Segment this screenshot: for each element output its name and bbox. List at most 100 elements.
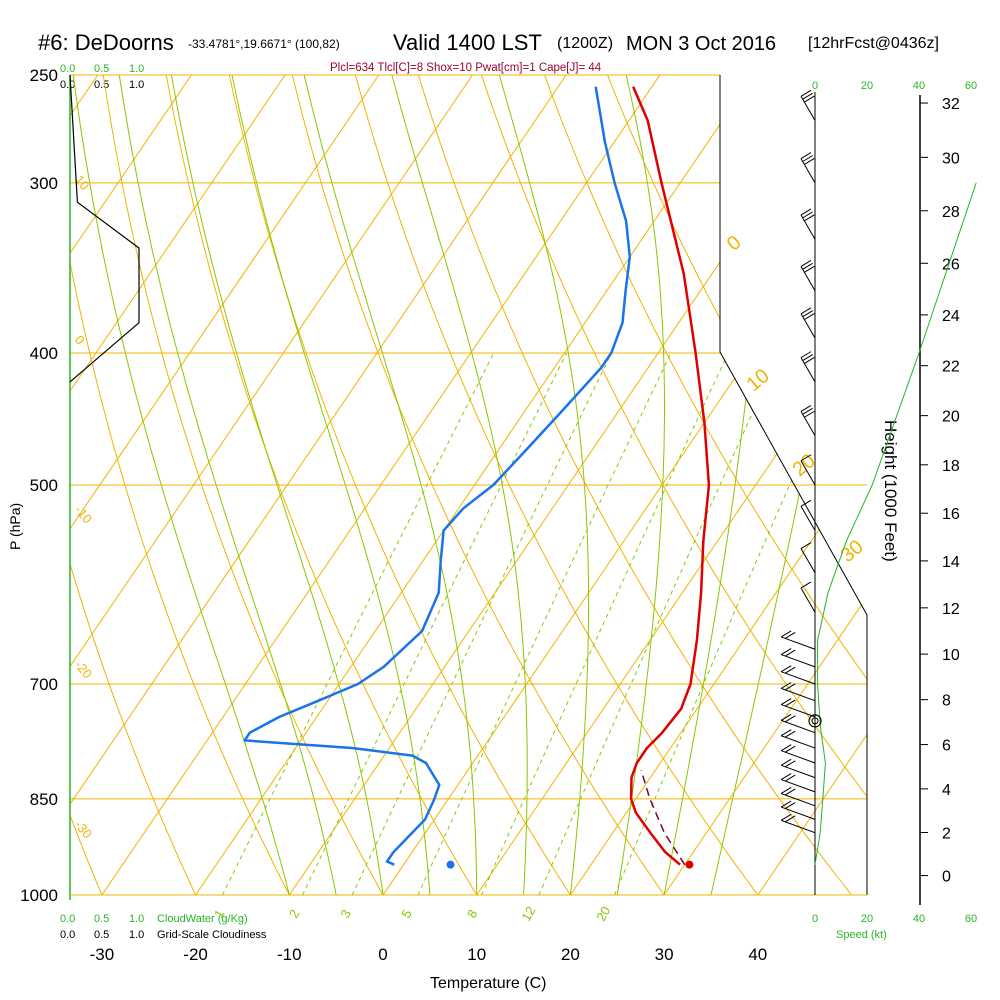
height-tick-label: 30 (942, 150, 960, 167)
cloudwater-tick-top-0: 0.0 (60, 63, 75, 75)
wind-barb-staff (800, 506, 816, 531)
moist-adiabat-line (118, 75, 337, 895)
height-tick-label: 8 (942, 693, 951, 710)
wind-barb-staff (781, 704, 816, 718)
cloudiness-line (69, 74, 140, 383)
height-tick-label: 16 (942, 506, 960, 523)
wind-barb-feather (804, 95, 815, 103)
cloudiness-profile (69, 74, 140, 383)
temperature-series-line (629, 86, 711, 866)
temperature-tick-label: 0 (378, 945, 387, 964)
height-axis-label: Height (1000 Feet) (881, 420, 900, 562)
wind-barb-feather (800, 260, 812, 267)
height-tick-label: 10 (942, 647, 960, 664)
wind-barb-feather (784, 760, 796, 768)
isotherm-line (757, 75, 867, 895)
temperature-tick-label: 20 (561, 945, 580, 964)
isotherm-label: -30 (72, 817, 96, 841)
height-tick-label: 0 (942, 869, 951, 886)
pressure-tick-label: 850 (30, 790, 58, 809)
isotherm-line (70, 75, 192, 895)
wind-barb-feather (800, 89, 812, 97)
wind-barb-feather (800, 499, 812, 507)
dry-adiabat-line (70, 75, 290, 895)
parcel-series-line (640, 770, 686, 866)
mixing-ratio-label: 3 (337, 907, 354, 921)
wind-barb-staff (781, 654, 816, 668)
isotherm-label: -10 (72, 502, 96, 526)
wind-barb-feather (784, 699, 796, 707)
valid-time: Valid 1400 LST (393, 30, 542, 55)
wind-barb-feather (804, 265, 815, 273)
dry-adiabat-line (473, 75, 867, 895)
wind-barb-staff (781, 750, 816, 764)
wind-barb-staff (781, 779, 816, 793)
adiabat-label: 30 (837, 536, 868, 567)
y-axis-label: P (hPa) (7, 503, 23, 550)
wind-barb-feather (800, 542, 812, 549)
temperature-tick-label: -10 (277, 945, 302, 964)
wind-barb-feather (780, 787, 792, 794)
wind-barb-feather (804, 214, 815, 222)
isotherm-label: -20 (72, 657, 96, 681)
wind-barb-feather (784, 745, 796, 753)
wind-barb-feather (780, 681, 792, 689)
height-tick-label: 28 (942, 204, 960, 221)
wind-barb-feather (802, 407, 813, 415)
speed-tick-top: 20 (861, 80, 873, 92)
moist-adiabat-line (231, 75, 431, 895)
wind-barb-staff (781, 793, 816, 807)
wind-barb-staff (800, 96, 816, 121)
height-tick-label: 20 (942, 409, 960, 426)
wind-barb-feather (780, 800, 792, 808)
pressure-tick-label: 400 (30, 344, 58, 363)
wind-barb-feather (784, 631, 796, 639)
cloudwater-tick-bottom-1: 0.5 (94, 913, 109, 925)
mixing-ratio-line (351, 352, 612, 895)
speed-tick-top: 0 (812, 80, 818, 92)
pressure-tick-label: 1000 (20, 886, 58, 905)
wind-barb-feather (800, 351, 812, 359)
valid-date: MON 3 Oct 2016 (626, 33, 776, 55)
height-tick-label: 32 (942, 96, 960, 113)
dry-adiabat-line (535, 75, 867, 895)
dry-adiabat-line (161, 75, 478, 895)
calm-wind-marker-inner (811, 717, 819, 725)
wind-barb-feather (784, 649, 796, 657)
chart-labels: -30 -20 -10 0 10 20 30 401 2 3 5 8 12 20100-10-20-300… (72, 172, 868, 964)
wind-barb-feather (802, 155, 813, 162)
wind-barb-feather (784, 788, 796, 796)
height-tick-label: 18 (942, 458, 960, 475)
moist-adiabat-line (72, 75, 290, 895)
cloudiness-tick-bottom-0: 0.0 (60, 929, 75, 941)
speed-tick-bottom: 20 (861, 913, 873, 925)
wind-barb-feather (804, 313, 815, 321)
cloudwater-tick-bottom-2: 1.0 (129, 913, 144, 925)
wind-speed-line (814, 182, 977, 865)
isotherm-line (70, 75, 286, 895)
wind-barb-staff (781, 719, 816, 734)
height-tick-label: 4 (942, 782, 951, 799)
station-title: #6: DeDoorns (38, 30, 174, 55)
isotherm-line (0, 75, 4, 895)
height-tick-label: 24 (942, 308, 960, 325)
height-tick-label: 2 (942, 826, 951, 843)
pressure-tick-label: 700 (30, 675, 58, 694)
wind-barb-staff (800, 460, 816, 486)
temperature-tick-label: -20 (183, 945, 208, 964)
cloudiness-tick-bottom-1: 0.5 (94, 929, 109, 941)
wind-barb-feather (780, 665, 792, 673)
mixing-ratio-label: 2 (286, 907, 303, 921)
cloudwater-label: CloudWater (g/Kg) (157, 913, 248, 925)
wind-barb-staff (781, 819, 816, 834)
indices-line: Plcl=634 Tlcl[C]=8 Shox=10 Pwat[cm]=1 Ca… (330, 62, 602, 74)
mixing-ratio-line (481, 352, 729, 895)
cloudiness-tick-top-1: 0.5 (94, 79, 109, 91)
cloudiness-tick-bottom-2: 1.0 (129, 929, 144, 941)
pressure-tick-label: 300 (30, 174, 58, 193)
isotherm-label: 0 (72, 332, 88, 347)
temperature-tick-label: -30 (90, 945, 115, 964)
wind-barb-feather (780, 648, 792, 655)
